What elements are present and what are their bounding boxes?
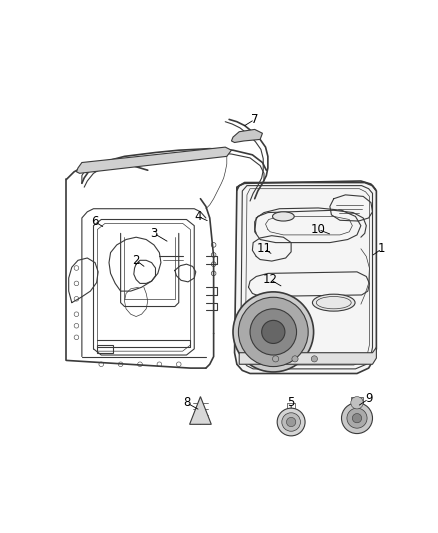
Text: 2: 2 (132, 254, 140, 267)
Text: 11: 11 (257, 243, 272, 255)
Polygon shape (231, 130, 262, 142)
Polygon shape (190, 397, 211, 424)
Polygon shape (239, 348, 376, 364)
Circle shape (292, 356, 298, 362)
Circle shape (250, 309, 297, 355)
Ellipse shape (272, 212, 294, 221)
Text: 4: 4 (194, 210, 202, 223)
Circle shape (286, 417, 296, 426)
Circle shape (238, 297, 308, 367)
Text: 3: 3 (150, 227, 158, 240)
Text: 10: 10 (311, 223, 326, 236)
Polygon shape (77, 147, 231, 173)
Circle shape (272, 356, 279, 362)
Circle shape (282, 413, 300, 431)
Circle shape (233, 292, 314, 372)
Polygon shape (235, 182, 376, 374)
Circle shape (351, 397, 363, 409)
Circle shape (342, 403, 372, 433)
Circle shape (347, 408, 367, 428)
Circle shape (277, 408, 305, 436)
Polygon shape (351, 397, 363, 403)
Text: 6: 6 (91, 215, 99, 228)
Circle shape (261, 320, 285, 343)
Text: 8: 8 (183, 396, 190, 409)
Text: 5: 5 (287, 396, 295, 409)
Text: 12: 12 (263, 273, 278, 286)
Text: 9: 9 (365, 392, 372, 406)
Text: 1: 1 (378, 243, 385, 255)
Circle shape (352, 414, 362, 423)
Text: 7: 7 (251, 113, 258, 126)
Ellipse shape (312, 294, 355, 311)
Circle shape (311, 356, 318, 362)
